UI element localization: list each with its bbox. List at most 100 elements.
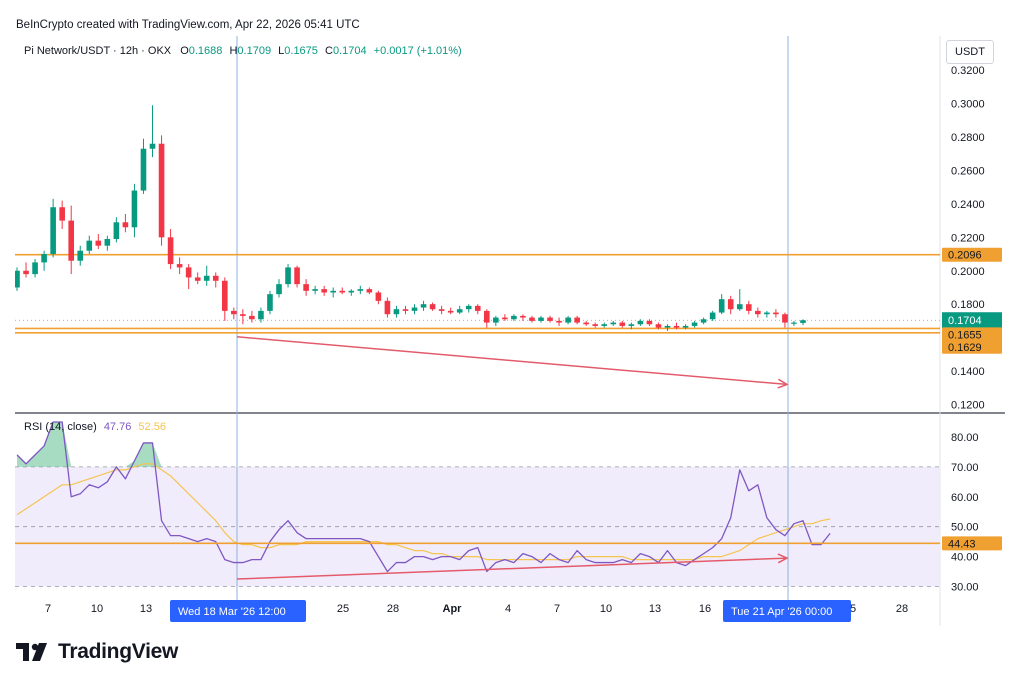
candle-body [601,324,608,326]
candle-body [267,294,273,311]
rsi-level-label: 44.43 [948,538,976,550]
candle-body [646,320,653,325]
candle-body [700,319,707,323]
brand-text: TradingView [58,640,179,663]
candle-body [520,315,526,318]
x-axis-tick: 13 [649,603,661,615]
candle-body [556,320,562,323]
x-axis-tick: 16 [699,603,711,615]
price-axis-tick: 0.2600 [951,165,985,177]
candle-body [321,289,327,293]
tradingview-logo: TradingView [16,640,178,664]
x-axis-tick: 28 [387,603,399,615]
rsi-legend: RSI (14, close) 47.76 52.56 [24,421,166,433]
candle-body [736,304,743,310]
candle-body [782,314,788,323]
currency-selector[interactable]: USDT [946,40,994,64]
price-axis-tick: 0.1400 [951,366,985,378]
candle-body [339,290,346,293]
rsi-trend-arrow-shaft [236,557,788,580]
candle-body [682,325,689,328]
candle-body [131,190,138,228]
rsi-title[interactable]: RSI (14, close) [24,421,97,433]
change-value: +0.0017 (+1.01%) [373,45,462,57]
price-axis-tick: 0.2000 [951,266,985,278]
candle-body [357,289,364,291]
price-axis-tick: 0.2400 [951,199,985,211]
price-axis-tick: 0.2800 [951,132,985,144]
candle-body [194,277,201,281]
candle-body [122,222,129,228]
candle-body [68,220,75,261]
symbol-label[interactable]: Pi Network/USDT · 12h · OKX [24,45,172,57]
x-axis-tick: 13 [140,603,152,615]
candle-body [158,143,165,238]
candle-body [50,207,56,255]
candle-body [95,240,102,246]
low-value: 0.1675 [284,45,318,57]
candle-body [176,264,183,268]
rsi-axis-tick: 70.00 [951,462,979,474]
candle-body [502,317,508,320]
candle-body [511,315,517,320]
candle-body [529,317,535,321]
candle-body [231,310,237,315]
candle-body [249,315,255,320]
candle-body [538,317,544,321]
candle-body [303,284,309,291]
crosshair-date-label: Tue 21 Apr '26 00:00 [731,606,832,618]
candle-body [718,299,725,313]
level-label-2: 0.1629 [948,342,982,354]
candle-body [411,307,418,311]
rsi-line [16,421,831,573]
candle-body [664,325,671,328]
rsi-axis-tick: 50.00 [951,522,979,534]
price-axis-tick: 0.2200 [951,232,985,244]
candle-body [330,290,337,293]
chart-frame[interactable]: 0.12000.14000.16000.18000.20000.22000.24… [15,36,1005,626]
x-axis-tick: 5 [850,603,856,615]
price-trend-arrow-shaft [236,336,788,386]
price-legend: Pi Network/USDT · 12h · OKX O0.1688 H0.1… [24,45,462,57]
candle-body [104,239,111,246]
candle-body [655,324,662,328]
chart-canvas[interactable]: 0.12000.14000.16000.18000.20000.22000.24… [15,36,1005,626]
x-axis-tick: 7 [554,603,560,615]
rsi-value: 47.76 [103,421,132,433]
price-axis-tick: 0.1200 [951,399,985,411]
candle-body [565,317,571,323]
candle-body [366,289,373,293]
candle-body [113,222,120,239]
crosshair-date-label: Wed 18 Mar '26 12:00 [178,606,286,618]
currency-label: USDT [955,46,985,58]
candle-body [483,310,490,323]
candle-body [745,304,752,311]
candle-body [628,324,635,326]
price-trend-arrow-head [777,378,789,389]
x-axis-tick: 7 [45,603,51,615]
candle-body [348,290,355,293]
rsi-trend-arrow-head [777,553,789,564]
candle-body [86,240,93,251]
candle-body [77,250,84,261]
level-label-0: 0.2096 [948,250,982,262]
candle-body [212,275,219,281]
rsi-axis-tick: 80.00 [951,432,979,444]
candle-body [773,312,779,315]
candle-body [447,310,454,313]
rsi-level-label-bg [942,536,1002,551]
level-label-0-bg [942,247,1002,262]
candle-body [276,284,282,295]
candle-body [755,310,761,315]
candle-body [149,143,156,149]
candle-body [221,280,228,311]
rsi-axis-tick: 30.00 [951,582,979,594]
candle-body [465,305,472,310]
x-axis-tick: 10 [600,603,612,615]
candle-body [727,299,734,310]
high-label: H [229,45,238,57]
x-axis-tick: 4 [505,603,511,615]
level-label-2-bg [942,339,1002,354]
candle-body [764,312,770,315]
candle-body [285,267,291,285]
